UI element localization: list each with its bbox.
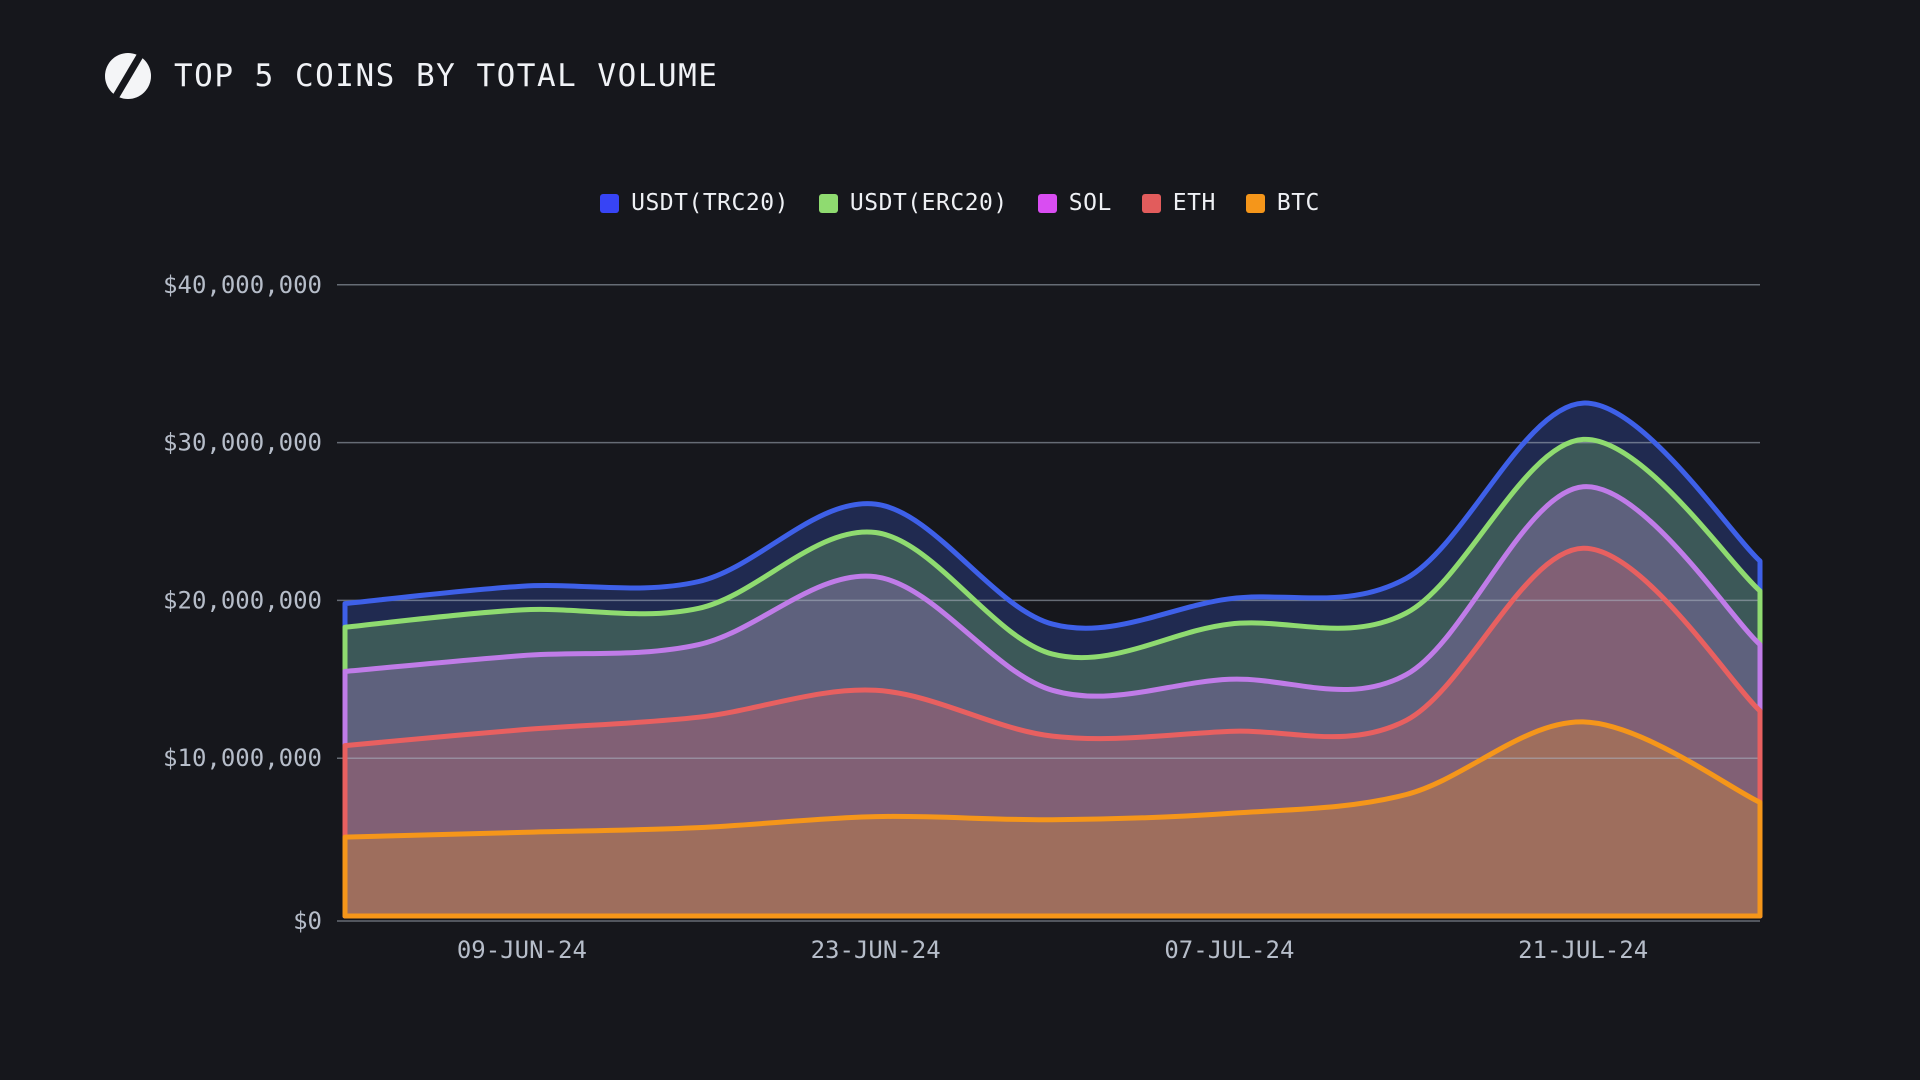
y-axis-tick-label: $10,000,000 — [163, 744, 322, 772]
legend-label: ETH — [1172, 190, 1216, 216]
legend-label: BTC — [1276, 190, 1320, 216]
page-title: TOP 5 COINS BY TOTAL VOLUME — [174, 58, 719, 94]
area-series-usdt-erc20[interactable] — [342, 436, 1763, 919]
area-fill-sol — [345, 486, 1760, 916]
area-fill-usdt-trc20 — [345, 403, 1760, 916]
legend-swatch-icon — [600, 193, 620, 213]
legend-label: USDT(ERC20) — [849, 190, 1008, 216]
x-axis-tick-label: 21-JUL-24 — [1518, 936, 1648, 964]
legend-label: USDT(TRC20) — [631, 190, 789, 216]
legend-label: SOL — [1068, 190, 1112, 216]
area-series-eth[interactable] — [342, 545, 1763, 919]
area-fill-btc — [345, 721, 1760, 916]
legend-swatch-icon — [818, 193, 838, 213]
y-axis-tick-label: $0 — [293, 907, 322, 935]
area-series-sol[interactable] — [342, 484, 1763, 919]
legend-item-usdt-trc20[interactable]: USDT(TRC20) — [600, 190, 789, 216]
x-axis-tick-label: 07-JUL-24 — [1164, 936, 1294, 964]
x-axis-tick-label: 23-JUN-24 — [811, 936, 941, 964]
y-axis-tick-label: $20,000,000 — [163, 586, 322, 614]
legend-swatch-icon — [1245, 193, 1265, 213]
legend-item-usdt-erc20[interactable]: USDT(ERC20) — [818, 190, 1008, 216]
y-axis-tick-label: $30,000,000 — [163, 429, 322, 457]
area-fill-eth — [345, 548, 1760, 916]
area-series-usdt-trc20[interactable] — [342, 400, 1763, 919]
area-series-btc[interactable] — [342, 719, 1763, 919]
legend-item-eth[interactable]: ETH — [1141, 190, 1216, 216]
legend-swatch-icon — [1141, 193, 1161, 213]
x-axis-tick-label: 09-JUN-24 — [457, 936, 587, 964]
legend-item-btc[interactable]: BTC — [1245, 190, 1320, 216]
chart-legend: USDT(TRC20) USDT(ERC20) SOL ETH BTC — [0, 190, 1920, 216]
slashed-circle-logo-icon — [105, 52, 151, 100]
legend-item-sol[interactable]: SOL — [1037, 190, 1112, 216]
brand-header: TOP 5 COINS BY TOTAL VOLUME — [104, 52, 718, 100]
legend-swatch-icon — [1037, 193, 1057, 213]
y-axis-tick-label: $40,000,000 — [163, 271, 322, 299]
